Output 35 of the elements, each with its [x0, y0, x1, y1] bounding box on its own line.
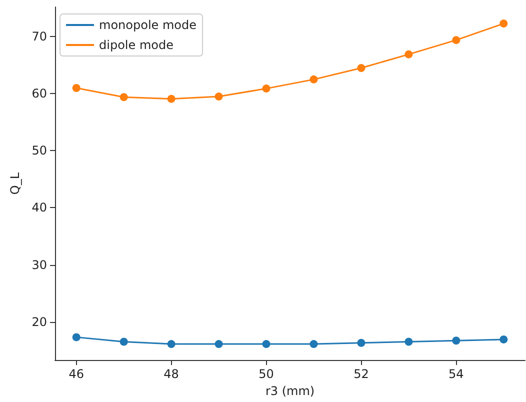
legend-label: dipole mode [99, 38, 174, 52]
y-tick-label: 40 [32, 200, 47, 215]
x-axis-title: r3 (mm) [265, 384, 315, 398]
x-tick-label: 54 [448, 367, 464, 381]
y-tick-label: 50 [32, 144, 47, 158]
point [500, 20, 508, 28]
point [214, 340, 223, 348]
point [72, 333, 80, 342]
point [452, 336, 460, 345]
point [357, 338, 366, 347]
point [452, 36, 460, 44]
y-tick-label: 20 [32, 314, 47, 329]
x-tick-label: 48 [164, 367, 179, 381]
point [167, 94, 176, 103]
y-axis-title: Q_L [8, 172, 22, 195]
point [262, 340, 270, 348]
point [357, 64, 366, 72]
x-tick-label: 50 [258, 367, 274, 381]
point [120, 338, 128, 346]
y-tick-label: 60 [32, 86, 47, 101]
point [310, 340, 318, 348]
x-tick-label: 52 [354, 367, 369, 381]
y-tick-label: 70 [32, 30, 47, 44]
point [500, 335, 508, 344]
point [310, 75, 318, 84]
point [262, 84, 270, 93]
point [214, 92, 223, 101]
x-tick-label: 46 [68, 367, 84, 381]
point [72, 84, 80, 92]
point [167, 340, 176, 348]
point [404, 338, 413, 346]
point [120, 93, 128, 102]
y-tick-label: 30 [32, 258, 47, 272]
legend-label: monopole mode [99, 18, 196, 32]
point [404, 50, 413, 58]
